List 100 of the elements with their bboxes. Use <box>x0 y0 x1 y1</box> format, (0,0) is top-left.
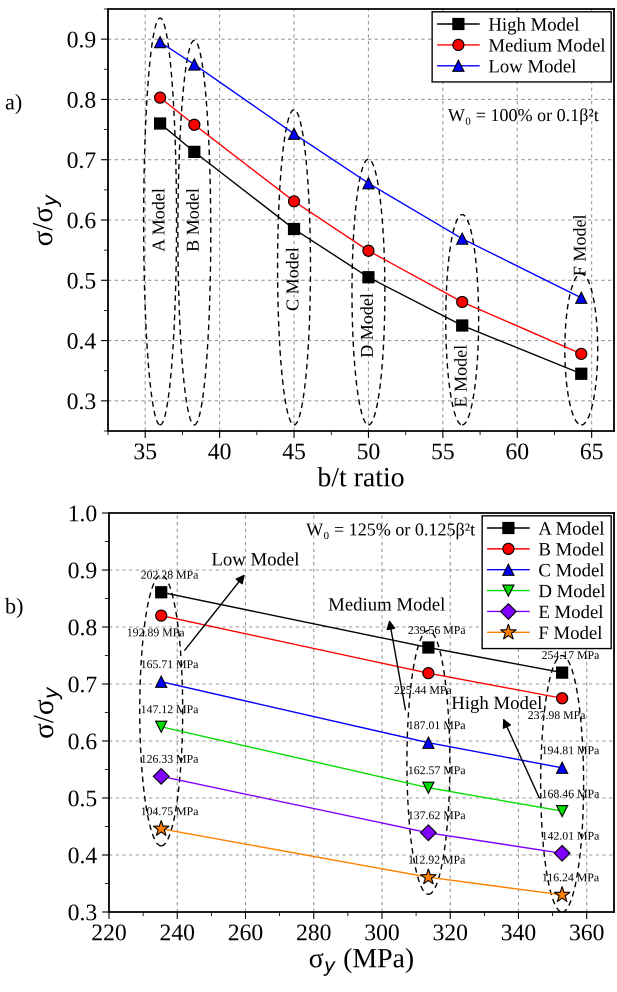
legend-label: B Model <box>538 542 604 556</box>
legend-label: A Model <box>538 522 604 535</box>
x-tick-label: 220 <box>92 924 126 940</box>
x-tick-label: 65 <box>580 444 603 460</box>
point <box>288 222 300 236</box>
point <box>554 844 571 862</box>
y-tick-label: 0.5 <box>68 272 96 289</box>
point <box>420 824 437 842</box>
legend-label: F Model <box>538 626 602 640</box>
point <box>152 768 170 785</box>
legend-label: E Model <box>538 605 604 618</box>
legend-label: High Model <box>488 18 580 35</box>
point <box>575 348 588 360</box>
y-tick-label: 0.7 <box>68 152 96 168</box>
y-tick-label: 0.3 <box>68 393 96 410</box>
annotation: 147.12 MPa <box>142 705 198 714</box>
point <box>456 319 468 332</box>
annotation: 187.01 MPa <box>408 721 466 730</box>
point <box>420 868 437 885</box>
annotation: A Model <box>152 188 165 252</box>
legend-label: D Model <box>538 584 606 598</box>
legend-label: Low Model <box>488 59 576 73</box>
point <box>188 146 200 158</box>
point <box>362 244 375 257</box>
annotation: 254.17 MPa <box>542 651 600 660</box>
y-tick-label: 0.9 <box>68 562 96 579</box>
annotation: 137.62 MPa <box>408 811 466 820</box>
annotation: B Model <box>186 188 199 252</box>
x-tick-label: 45 <box>282 444 305 460</box>
point <box>155 676 168 688</box>
point <box>556 692 568 704</box>
y-tick-label: 0.8 <box>68 92 96 108</box>
y-tick-label: 1.0 <box>70 505 96 522</box>
annotation: 168.46 MPa <box>542 790 600 798</box>
point <box>362 271 375 284</box>
point <box>154 36 166 48</box>
annotation: Medium Model <box>328 597 445 611</box>
annotation: D Model <box>360 294 373 358</box>
point <box>188 58 200 71</box>
y-tick-label: 0.7 <box>68 676 97 693</box>
legend-label: Medium Model <box>488 38 606 52</box>
point <box>188 118 200 131</box>
point <box>155 586 168 598</box>
point <box>422 667 434 680</box>
x-tick-label: 320 <box>434 924 468 940</box>
point <box>456 232 468 245</box>
point <box>575 292 588 304</box>
annotation: W₀ = 125% or 0.125β²t <box>306 522 476 540</box>
x-tick-label: 40 <box>208 443 231 460</box>
point <box>288 195 300 208</box>
x-axis-title: σ$_{y}$ (MPa) <box>310 948 413 976</box>
x-axis-title: b/t ratio <box>317 466 404 487</box>
point <box>152 820 170 836</box>
annotation: 165.71 MPa <box>142 660 198 668</box>
y-tick-label: 0.9 <box>68 32 96 48</box>
annotation: 194.81 MPa <box>542 746 600 754</box>
y-tick-label: 0.5 <box>68 790 96 807</box>
x-tick-label: 35 <box>134 444 156 460</box>
point <box>422 641 434 654</box>
annotation: Low Model <box>212 552 300 566</box>
y-tick-label: 0.6 <box>68 212 96 229</box>
annotation: 126.33 MPa <box>142 754 198 763</box>
annotation: 237.98 MPa <box>528 711 586 720</box>
x-tick-label: 50 <box>358 443 380 460</box>
x-tick-label: 360 <box>570 924 604 940</box>
point <box>554 886 571 902</box>
point <box>362 177 375 190</box>
annotation: C Model <box>286 248 299 310</box>
x-tick-label: 260 <box>228 924 262 940</box>
x-tick-label: 280 <box>297 924 331 940</box>
point <box>575 368 588 380</box>
annotation: 116.24 MPa <box>542 873 599 882</box>
x-tick-label: 60 <box>506 443 528 460</box>
y-axis-title: σ/σ$_{y}$ <box>32 194 62 246</box>
y-tick-label: 0.4 <box>68 847 97 864</box>
x-tick-label: 55 <box>432 444 454 460</box>
y-tick-label: 0.6 <box>68 733 96 750</box>
annotation: 104.75 MPa <box>142 807 198 816</box>
annotation: 202.28 MPa <box>141 570 198 579</box>
y-tick-label: 0.3 <box>68 904 96 921</box>
annotation: 239.56 MPa <box>408 626 466 634</box>
point <box>154 92 166 104</box>
point <box>556 805 568 818</box>
text: b) <box>5 598 23 618</box>
point <box>556 762 568 774</box>
x-tick-label: 300 <box>365 924 399 940</box>
point <box>155 720 168 733</box>
legend-label: C Model <box>539 563 604 576</box>
point <box>288 128 300 140</box>
text: a) <box>6 94 22 114</box>
y-tick-label: 0.8 <box>68 619 96 636</box>
y-tick-label: 0.4 <box>68 333 96 350</box>
point <box>155 609 168 622</box>
point <box>556 666 568 679</box>
point <box>154 117 166 130</box>
point <box>422 782 434 794</box>
x-tick-label: 240 <box>160 924 194 940</box>
annotation: E Model <box>454 345 467 407</box>
x-tick-label: 340 <box>502 924 536 940</box>
point <box>422 736 434 749</box>
